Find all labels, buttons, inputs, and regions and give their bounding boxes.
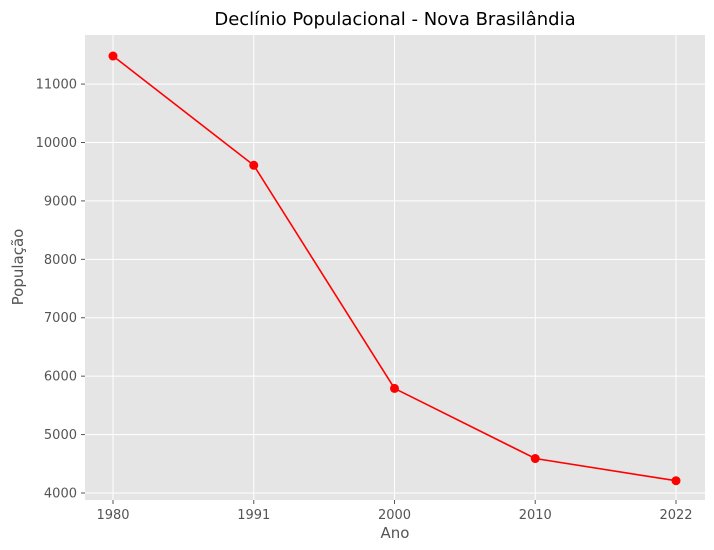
x-tick-label: 2022 xyxy=(659,508,692,523)
x-ticks: 1980 1991 2000 2010 2022 xyxy=(96,500,693,523)
y-ticks: 4000 5000 6000 7000 8000 9000 10000 11000 xyxy=(36,78,85,501)
y-axis-label: População xyxy=(9,229,27,306)
data-point xyxy=(249,160,259,170)
data-point xyxy=(108,51,118,61)
y-tick-label: 5000 xyxy=(44,428,77,443)
x-axis-label: Ano xyxy=(381,524,410,542)
y-tick-label: 9000 xyxy=(44,194,77,209)
data-point xyxy=(390,383,399,393)
data-points xyxy=(108,51,681,486)
x-tick-label: 1980 xyxy=(96,508,129,523)
y-tick-label: 4000 xyxy=(44,486,77,501)
x-tick-label: 2010 xyxy=(519,508,552,523)
y-tick-label: 6000 xyxy=(44,370,77,385)
data-point xyxy=(530,454,540,464)
x-tick-label: 2000 xyxy=(378,508,411,523)
y-tick-label: 7000 xyxy=(44,311,77,326)
y-tick-label: 10000 xyxy=(36,136,77,151)
y-tick-label: 11000 xyxy=(36,78,77,93)
grid xyxy=(85,35,705,500)
chart-title: Declínio Populacional - Nova Brasilândia xyxy=(214,9,575,30)
data-point xyxy=(671,476,681,486)
y-tick-label: 8000 xyxy=(44,253,77,268)
x-tick-label: 1991 xyxy=(237,508,270,523)
